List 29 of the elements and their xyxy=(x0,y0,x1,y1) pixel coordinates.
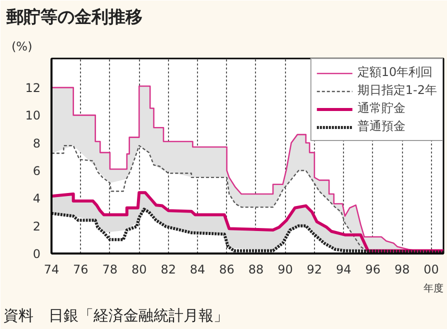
x-tick-label: 00 xyxy=(424,262,439,276)
legend-label: 期日指定1-2年 xyxy=(357,82,437,99)
x-tick-label: 96 xyxy=(365,262,381,276)
text: 資料 日銀「経済金融統計月報」 xyxy=(4,306,228,324)
x-tick-label: 88 xyxy=(248,262,264,276)
x-tick-label: 86 xyxy=(219,262,234,276)
x-tick-label: 80 xyxy=(131,262,147,276)
x-tick-label: 98 xyxy=(394,262,410,276)
legend-label: 普通預金 xyxy=(357,118,406,135)
y-tick-label: 4 xyxy=(32,192,41,206)
x-tick-label: 94 xyxy=(336,262,352,276)
x-tick-label: 92 xyxy=(306,262,322,276)
y-tick-label: 8 xyxy=(32,136,41,150)
legend-label: 定額10年利回 xyxy=(357,64,433,81)
y-tick-label: 2 xyxy=(32,219,41,234)
x-tick-label: 76 xyxy=(73,262,88,276)
y-tick-label: 6 xyxy=(32,164,41,178)
chart-title: 郵貯等の金利推移 xyxy=(6,8,142,28)
x-tick-label: 90 xyxy=(278,262,293,276)
x-tick-label: 84 xyxy=(190,262,206,276)
x-tick-label: 74 xyxy=(44,262,60,276)
x-tick-label: 78 xyxy=(102,262,118,276)
x-tick-label: 82 xyxy=(160,262,176,276)
legend-label: 通常貯金 xyxy=(357,100,406,117)
x-axis-title: 年度 xyxy=(424,282,444,294)
y-tick-label: 10 xyxy=(25,108,41,123)
y-tick-label: 12 xyxy=(25,81,41,96)
y-axis-title: (%) xyxy=(12,40,32,54)
y-tick-label: 0 xyxy=(32,247,41,261)
